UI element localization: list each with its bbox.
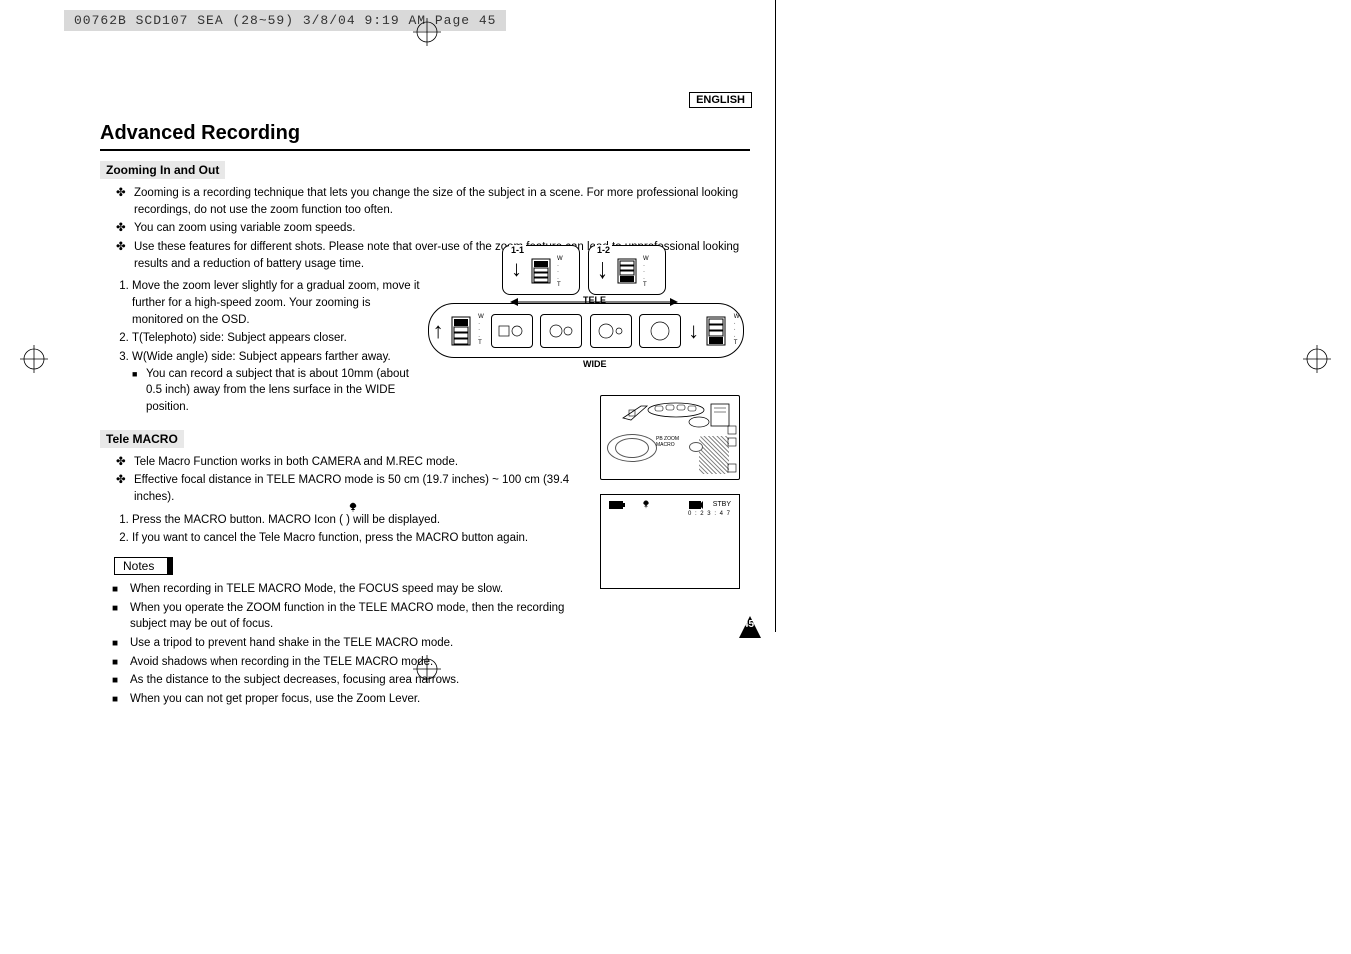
page-number: 45 [743,619,754,630]
step-text: Press the MACRO button. MACRO Icon ( ) w… [132,514,440,526]
viewfinder-frame-icon [639,314,681,348]
viewfinder-frame-icon [491,314,533,348]
scale-t-label: T [557,282,563,289]
macro-icon [347,501,359,513]
zoom-diagram: 1-1 ↓ W ··· T 1-2 ↓ W ··· T ↑ W···T ↓ [428,245,744,365]
crop-mark-icon [20,345,48,373]
zoom-lever-icon [531,258,551,284]
device-button-label: MACRO [656,443,679,449]
notes-label: Notes [114,557,173,575]
viewfinder-frame-icon [590,314,632,348]
crop-mark-icon [413,18,441,46]
page-title: Advanced Recording [100,122,750,151]
list-item: Move the zoom lever slightly for a gradu… [132,278,420,328]
list-item: T(Telephoto) side: Subject appears close… [132,330,420,347]
zooming-steps: Move the zoom lever slightly for a gradu… [100,278,420,415]
stby-label: STBY [713,501,731,508]
battery-icon [609,501,623,509]
scale-t-label: T [643,282,649,289]
list-item: Tele Macro Function works in both CAMERA… [134,454,570,471]
arrow-up-icon: ↑ [433,320,444,342]
list-item: When recording in TELE MACRO Mode, the F… [130,581,590,598]
telemacro-heading: Tele MACRO [100,430,184,448]
scale-w-label: W [734,314,740,321]
list-item: Use a tripod to prevent hand shake in th… [130,635,590,652]
list-item: Avoid shadows when recording in the TELE… [130,654,590,671]
screen-illustration: STBY 0 : 2 3 : 4 7 [600,494,740,589]
list-item: W(Wide angle) side: Subject appears fart… [132,349,420,416]
zoom-lever-icon [617,258,637,284]
device-top-controls-icon [621,400,731,430]
telemacro-bullets: Tele Macro Function works in both CAMERA… [100,454,570,506]
arrow-down-icon: ↓ [511,258,522,280]
list-item: You can record a subject that is about 1… [146,366,420,416]
list-item: When you operate the ZOOM function in th… [130,600,590,633]
list-item: Zooming is a recording technique that le… [134,185,750,218]
viewfinder-frame-icon [540,314,582,348]
diagram-box-label: 1-1 [509,245,526,255]
zoom-strip: ↑ W···T ↓ W···T [428,303,744,358]
scale-w-label: W [643,256,649,263]
wide-label: WIDE [583,359,607,369]
fold-line [775,0,776,632]
list-item: You can zoom using variable zoom speeds. [134,220,750,237]
scale-w-label: W [557,256,563,263]
macro-icon [641,499,651,512]
device-illustration: PB ZOOM MACRO [600,395,740,480]
scale-t-label: T [478,340,484,347]
step-text: W(Wide angle) side: Subject appears fart… [132,351,391,363]
language-label: ENGLISH [689,92,752,108]
device-side-slots-icon [727,424,737,476]
scale-w-label: W [478,314,484,321]
list-item: As the distance to the subject decreases… [130,672,590,689]
notes-list: When recording in TELE MACRO Mode, the F… [100,581,590,708]
arrow-down-icon: ↓ [688,320,699,342]
zoom-lever-icon [451,316,471,346]
crop-mark-icon [1303,345,1331,373]
scale-t-label: T [734,340,740,347]
zooming-heading: Zooming In and Out [100,161,225,179]
arrow-right-icon [610,298,678,306]
time-label: 0 : 2 3 : 4 7 [688,511,731,517]
arrow-down-bold-icon: ↓ [597,255,608,284]
list-item: When you can not get proper focus, use t… [130,691,590,708]
zoom-lever-icon [706,316,726,346]
